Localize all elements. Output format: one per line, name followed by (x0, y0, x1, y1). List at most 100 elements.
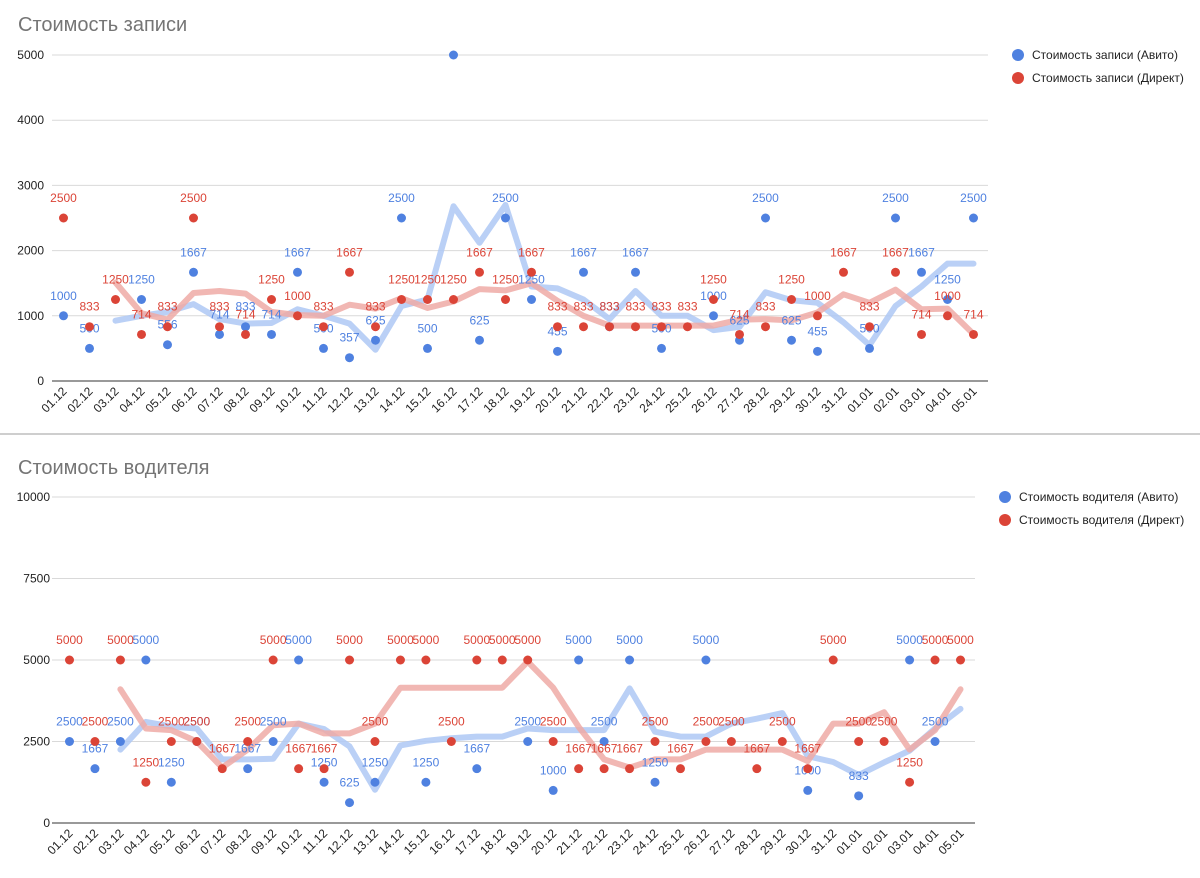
data-label-series-1: 1667 (209, 742, 236, 756)
data-label-series-1: 5000 (336, 633, 363, 647)
data-label-series-1: 833 (365, 300, 385, 314)
data-label-series-0: 1000 (540, 763, 567, 777)
data-point-series-0 (397, 213, 406, 223)
data-label-series-1: 5000 (514, 633, 541, 647)
data-point-series-0 (189, 267, 198, 277)
data-point-series-1 (548, 737, 558, 746)
data-point-series-0 (527, 295, 536, 304)
data-point-series-0 (930, 737, 940, 746)
data-point-series-1 (497, 655, 507, 665)
data-label-series-0: 455 (807, 324, 827, 338)
data-point-series-0 (241, 322, 250, 332)
data-label-series-1: 1000 (934, 289, 961, 303)
data-label-series-0: 1667 (570, 245, 597, 259)
data-label-series-0: 5000 (693, 633, 720, 647)
data-point-series-1 (141, 777, 151, 787)
data-label-series-1: 2500 (180, 191, 207, 205)
data-label-series-1: 2500 (50, 191, 77, 205)
data-point-series-0 (371, 335, 380, 345)
data-label-series-1: 5000 (922, 633, 949, 647)
data-label-series-1: 2500 (769, 715, 796, 729)
data-label-series-0: 833 (599, 300, 619, 314)
data-point-series-1 (449, 295, 458, 304)
data-point-series-1 (709, 295, 718, 304)
data-label-series-1: 1667 (667, 742, 694, 756)
data-label-series-0: 5000 (896, 633, 923, 647)
data-label-series-1: 1250 (896, 755, 923, 769)
data-label-series-1: 1250 (440, 273, 467, 287)
data-point-series-0 (268, 737, 278, 746)
data-point-series-0 (85, 343, 94, 353)
data-label-series-1: 1667 (882, 245, 909, 259)
data-label-series-1: 1000 (804, 289, 831, 303)
data-point-series-1 (813, 311, 822, 321)
data-label-series-0: 357 (339, 331, 359, 345)
data-label-series-1: 2500 (362, 715, 389, 729)
data-point-series-0 (65, 737, 74, 746)
y-tick-label: 0 (37, 374, 44, 388)
data-point-series-0 (891, 213, 900, 223)
data-label-series-0: 2500 (107, 715, 134, 729)
data-point-series-0 (475, 335, 484, 345)
data-label-series-0: 1250 (311, 755, 338, 769)
data-point-series-1 (943, 311, 952, 321)
data-point-series-0 (553, 346, 562, 356)
data-label-series-1: 1667 (285, 742, 312, 756)
data-point-series-1 (90, 737, 100, 746)
data-point-series-0 (813, 346, 822, 356)
data-point-series-1 (523, 655, 533, 665)
data-point-series-0 (472, 764, 482, 774)
data-label-series-0: 2500 (388, 191, 415, 205)
data-label-series-1: 1000 (284, 289, 311, 303)
data-point-series-1 (319, 764, 329, 774)
data-label-series-1: 1667 (311, 742, 338, 756)
data-point-series-0 (421, 777, 431, 787)
data-label-series-0: 1250 (362, 755, 389, 769)
data-point-series-0 (657, 343, 666, 353)
data-label-series-0: 1250 (413, 755, 440, 769)
data-point-series-0 (969, 213, 978, 223)
data-point-series-1 (905, 777, 915, 787)
data-label-series-0: 714 (209, 307, 229, 321)
data-point-series-1 (752, 764, 762, 774)
data-point-series-0 (267, 329, 276, 339)
data-label-series-1: 1250 (492, 273, 519, 287)
data-point-series-1 (192, 737, 202, 746)
data-label-series-1: 1667 (466, 245, 493, 259)
data-point-series-0 (709, 311, 718, 321)
y-tick-label: 0 (43, 816, 50, 830)
data-point-series-0 (854, 791, 864, 801)
data-label-series-0: 500 (417, 321, 437, 335)
data-point-series-0 (215, 329, 224, 339)
data-label-series-1: 2500 (234, 715, 261, 729)
data-point-series-1 (395, 655, 405, 665)
data-point-series-0 (917, 267, 926, 277)
data-point-series-1 (189, 213, 198, 223)
data-point-series-1 (59, 213, 68, 223)
data-label-series-0: 1250 (128, 273, 155, 287)
data-label-series-1: 833 (859, 300, 879, 314)
data-point-series-1 (839, 267, 848, 277)
data-label-series-0: 2500 (752, 191, 779, 205)
data-point-series-1 (111, 295, 120, 304)
data-point-series-1 (675, 764, 685, 774)
data-label-series-1: 2500 (845, 715, 872, 729)
data-label-series-1: 2500 (183, 715, 210, 729)
data-label-series-1: 833 (625, 300, 645, 314)
legend-marker (1012, 49, 1024, 61)
data-label-series-1: 5000 (56, 633, 83, 647)
data-point-series-0 (319, 343, 328, 353)
data-point-series-1 (319, 322, 328, 332)
data-label-series-0: 5000 (616, 633, 643, 647)
data-point-series-1 (215, 322, 224, 332)
data-point-series-1 (579, 322, 588, 332)
data-point-series-1 (828, 655, 838, 665)
legend-marker (999, 514, 1011, 526)
chart-title: Стоимость записи (18, 14, 187, 36)
data-point-series-1 (574, 764, 584, 774)
data-point-series-0 (345, 798, 355, 808)
data-label-series-0: 833 (849, 769, 869, 783)
data-label-series-1: 2500 (82, 715, 109, 729)
data-point-series-0 (631, 267, 640, 277)
y-tick-label: 5000 (23, 653, 50, 667)
